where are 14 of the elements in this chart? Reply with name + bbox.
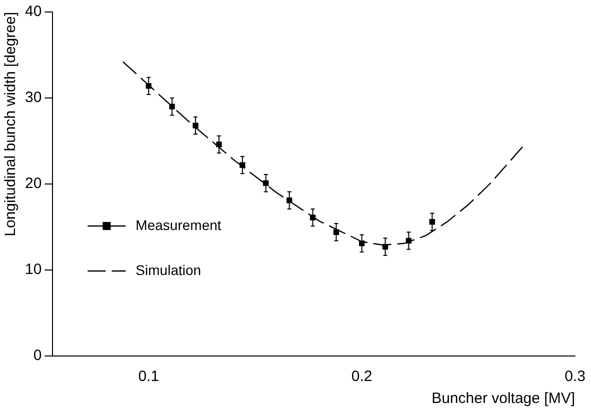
legend-label: Measurement (136, 216, 222, 233)
y-tick-label: 40 (24, 3, 42, 20)
legend-label: Simulation (136, 262, 202, 278)
y-tick-label: 10 (24, 261, 42, 278)
x-tick-label: 0.3 (564, 368, 586, 386)
y-axis-title: Longitudinal bunch width [degree] (2, 12, 20, 236)
x-axis-title: Buncher voltage [MV] (432, 390, 575, 408)
x-tick-label: 0.1 (138, 368, 160, 386)
point (216, 142, 222, 148)
point (192, 122, 198, 128)
x-tick-label: 0.2 (351, 368, 372, 386)
y-tick-label: 0 (33, 347, 42, 364)
y-tick-label: 20 (24, 175, 42, 192)
y-tick-label: 30 (24, 89, 42, 106)
